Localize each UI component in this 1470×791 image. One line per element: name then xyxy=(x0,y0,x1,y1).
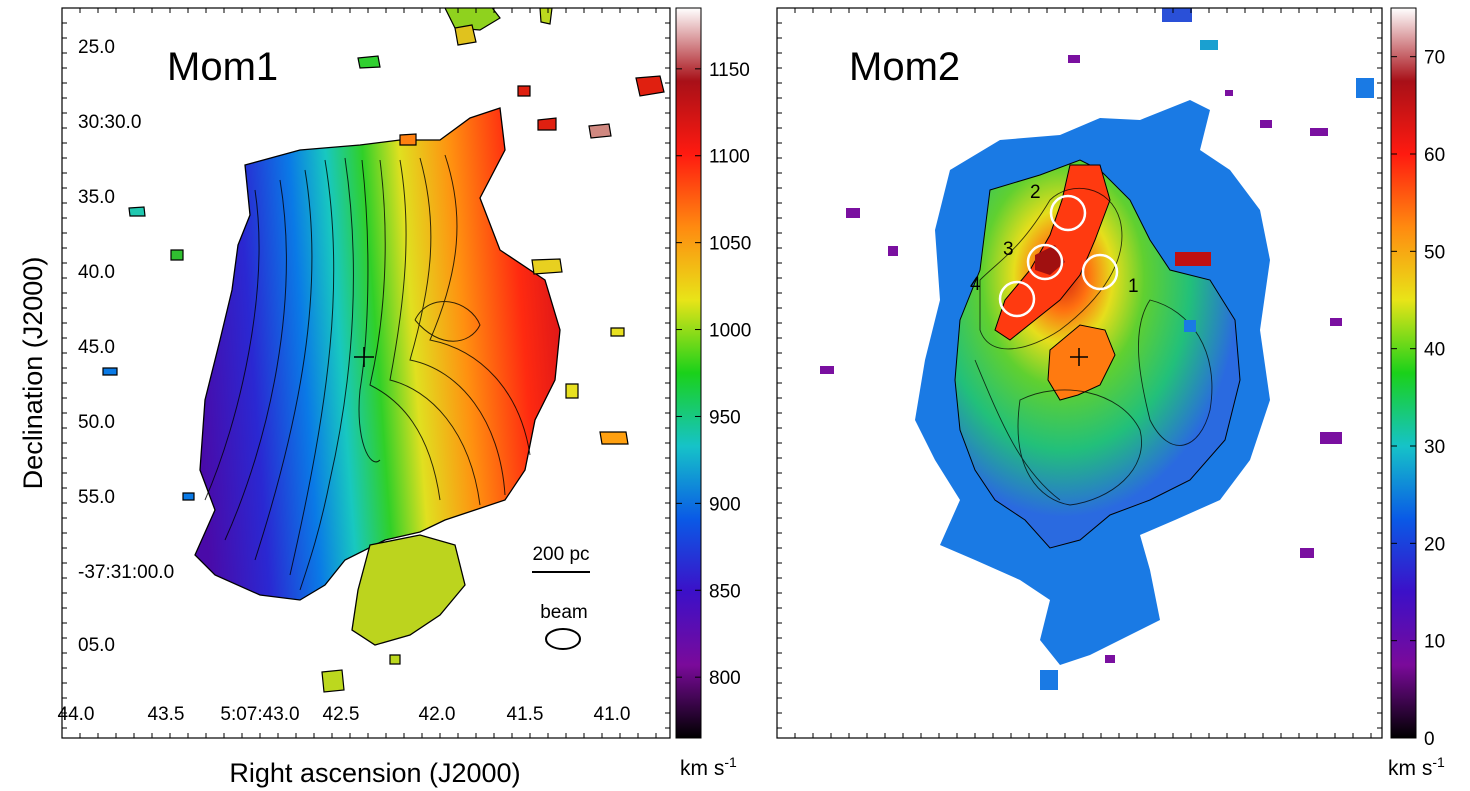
region-label: 3 xyxy=(1003,239,1014,260)
x-tick-label: 43.5 xyxy=(148,704,185,725)
mom1-panel: Mom1 25.0 30:30.0 35.0 40.0 45.0 50.0 55… xyxy=(18,7,751,788)
mom2-core xyxy=(1047,324,1116,401)
mom2-contours xyxy=(974,187,1213,506)
colorbar-tick-label: 850 xyxy=(709,581,741,602)
region-circle-4 xyxy=(998,280,1036,318)
mom1-colorbar-unit: km s-1 xyxy=(680,754,737,780)
mom2-specks xyxy=(820,8,1374,690)
colorbar-tick-label: 40 xyxy=(1424,340,1445,361)
y-tick-label: 40.0 xyxy=(78,262,115,283)
colorbar-tick-label: 70 xyxy=(1424,48,1445,69)
x-tick-label: 41.5 xyxy=(507,704,544,725)
mom2-panel-label: Mom2 xyxy=(849,45,960,89)
mom1-frame xyxy=(61,7,671,739)
region-circle-2 xyxy=(1049,194,1087,232)
mom2-peak xyxy=(1035,245,1065,275)
x-axis-title: Right ascension (J2000) xyxy=(229,758,520,788)
colorbar-tick-label: 30 xyxy=(1424,437,1445,458)
mom1-velocity-map xyxy=(102,8,665,693)
mom1-colorbar-ticks: 800 850 900 950 1000 1050 1100 1150 xyxy=(676,60,751,689)
mom1-south-lobe xyxy=(351,534,466,646)
mom2-region-circles xyxy=(998,194,1119,318)
y-axis-title: Declination (J2000) xyxy=(18,257,48,490)
colorbar-tick-label: 1150 xyxy=(709,60,750,81)
colorbar-tick-label: 800 xyxy=(709,668,741,689)
mom2-region-labels: 1 2 3 4 xyxy=(970,182,1139,297)
colorbar-tick-label: 50 xyxy=(1424,242,1445,263)
x-tick-label: 42.5 xyxy=(323,704,360,725)
colorbar-tick-label: 900 xyxy=(709,494,741,515)
colorbar-tick-label: 0 xyxy=(1424,729,1435,750)
colorbar-tick-label: 10 xyxy=(1424,632,1445,653)
mom1-x-tick-labels: 44.0 43.5 5:07:43.0 42.5 42.0 41.5 41.0 xyxy=(58,704,631,725)
colorbar-tick-label: 60 xyxy=(1424,145,1445,166)
colorbar-tick-label: 1100 xyxy=(709,147,750,168)
y-tick-label: 45.0 xyxy=(78,337,115,358)
region-circle-3 xyxy=(1026,243,1064,281)
mom2-center-cross xyxy=(1070,348,1088,366)
y-tick-label: 05.0 xyxy=(78,635,115,656)
y-tick-label: 25.0 xyxy=(78,37,115,58)
y-tick-label: 55.0 xyxy=(78,487,115,508)
mom1-panel-label: Mom1 xyxy=(167,45,278,89)
colorbar-tick-label: 950 xyxy=(709,407,741,428)
mom1-islands xyxy=(102,8,665,693)
mom1-contours xyxy=(204,154,531,591)
beam-ellipse xyxy=(545,628,581,650)
mom2-colorbar-ticks: 0 10 20 30 40 50 60 70 xyxy=(1391,48,1445,750)
mom2-dispersion-map: 1 2 3 4 xyxy=(820,8,1374,690)
mom1-center-cross xyxy=(354,347,374,367)
mom1-y-tick-labels: 25.0 30:30.0 35.0 40.0 45.0 50.0 55.0 -3… xyxy=(78,37,174,656)
region-label: 4 xyxy=(970,274,981,295)
mom2-colorbar: 0 10 20 30 40 50 60 70 km s-1 xyxy=(1388,7,1445,780)
colorbar-tick-label: 1000 xyxy=(709,321,751,342)
y-tick-label: 50.0 xyxy=(78,412,115,433)
mom2-frame xyxy=(776,7,1383,739)
region-label: 1 xyxy=(1128,276,1139,297)
mom2-colorbar-bar xyxy=(1390,7,1417,739)
mom1-galaxy-body xyxy=(194,107,561,601)
y-tick-label: 35.0 xyxy=(78,187,115,208)
x-tick-label: 41.0 xyxy=(594,704,631,725)
region-circle-1 xyxy=(1081,253,1119,291)
colorbar-tick-label: 20 xyxy=(1424,534,1445,555)
y-tick-label: 30:30.0 xyxy=(78,112,141,133)
mom2-ticks xyxy=(777,8,1382,738)
mom1-colorbar: 800 850 900 950 1000 1050 1100 1150 km s-1 xyxy=(675,7,751,780)
x-tick-label: 5:07:43.0 xyxy=(220,704,299,725)
scalebar-label: 200 pc xyxy=(532,544,589,565)
colorbar-tick-label: 1050 xyxy=(709,234,751,255)
mom2-colorbar-unit: km s-1 xyxy=(1388,754,1445,780)
x-tick-label: 42.0 xyxy=(419,704,456,725)
y-tick-label: -37:31:00.0 xyxy=(78,562,174,583)
x-tick-label: 44.0 xyxy=(58,704,95,725)
mom1-colorbar-bar xyxy=(675,7,702,739)
mom2-panel: 1 2 3 4 Mom2 0 10 20 30 40 50 60 70 km s-1 xyxy=(776,7,1445,780)
beam-label: beam xyxy=(540,602,588,623)
region-label: 2 xyxy=(1030,182,1041,203)
mom1-ticks xyxy=(62,8,670,738)
